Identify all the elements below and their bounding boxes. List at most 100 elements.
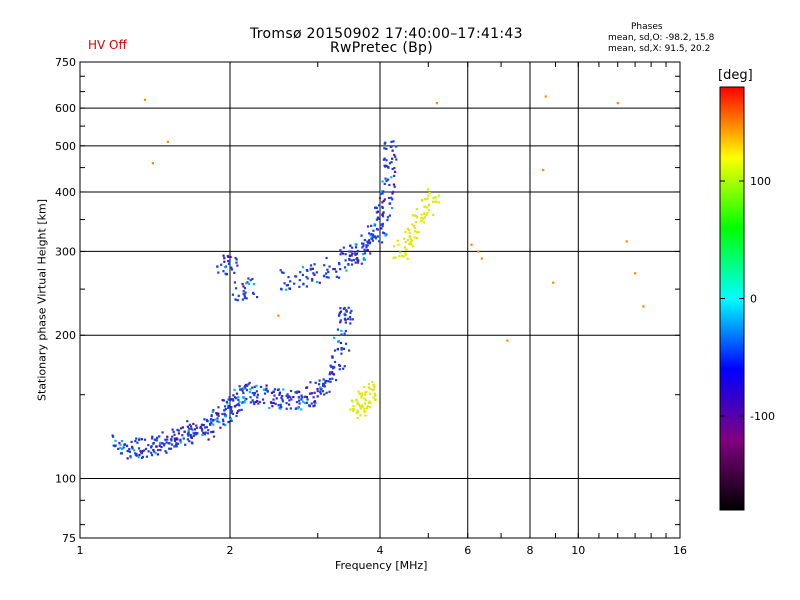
data-point xyxy=(171,435,174,438)
data-point xyxy=(222,254,225,257)
data-point xyxy=(259,385,263,389)
data-point xyxy=(274,402,277,406)
data-point xyxy=(285,284,288,287)
data-point xyxy=(355,399,358,403)
data-point xyxy=(369,234,372,237)
data-point xyxy=(361,252,365,256)
data-point xyxy=(380,190,383,193)
data-point xyxy=(642,305,645,308)
data-point xyxy=(363,393,367,396)
data-point xyxy=(325,379,328,383)
data-point xyxy=(381,180,384,183)
data-point xyxy=(341,252,345,255)
hv-status-label: HV Off xyxy=(88,38,127,52)
data-point xyxy=(234,298,237,301)
data-point xyxy=(196,432,199,435)
data-point xyxy=(232,399,235,402)
data-point xyxy=(359,407,362,410)
data-point xyxy=(310,402,313,405)
data-point xyxy=(381,231,385,234)
data-point xyxy=(236,411,239,415)
data-point xyxy=(189,435,193,438)
data-point xyxy=(257,402,260,405)
data-point xyxy=(365,246,368,249)
y-tick-label: 400 xyxy=(55,186,76,199)
data-point xyxy=(241,401,244,404)
data-point xyxy=(157,448,160,452)
data-point xyxy=(225,273,228,276)
data-point xyxy=(396,239,399,242)
data-point xyxy=(262,401,266,405)
data-point xyxy=(305,401,309,404)
data-point xyxy=(325,256,328,260)
data-point xyxy=(406,257,409,260)
data-point xyxy=(256,396,259,399)
data-point xyxy=(139,449,142,453)
data-point xyxy=(373,392,377,395)
data-point xyxy=(362,242,365,245)
data-point xyxy=(248,390,251,394)
data-point xyxy=(224,424,227,427)
data-point xyxy=(322,275,326,278)
data-point xyxy=(415,216,419,219)
data-point xyxy=(326,268,329,271)
data-point xyxy=(256,399,259,403)
data-point xyxy=(240,408,243,411)
data-point xyxy=(262,388,266,391)
data-point xyxy=(373,235,376,238)
data-point xyxy=(150,445,153,448)
data-point xyxy=(360,392,363,395)
data-point xyxy=(368,239,371,242)
data-point xyxy=(351,318,354,321)
data-point xyxy=(339,341,343,345)
data-point xyxy=(414,214,418,218)
data-point xyxy=(428,191,431,195)
data-point xyxy=(288,287,292,290)
data-point xyxy=(360,262,363,265)
data-point xyxy=(372,229,375,232)
data-point xyxy=(169,447,173,450)
data-point xyxy=(139,451,143,454)
data-point xyxy=(411,214,414,217)
data-point xyxy=(229,255,232,259)
data-point xyxy=(265,387,268,390)
data-point xyxy=(406,227,409,231)
data-point xyxy=(119,452,123,455)
data-point xyxy=(349,311,352,314)
data-point xyxy=(372,233,375,236)
data-point xyxy=(258,400,261,404)
data-point xyxy=(242,292,245,296)
x-tick-label: 4 xyxy=(377,544,384,557)
data-point xyxy=(269,401,273,404)
data-point xyxy=(349,408,352,411)
data-point xyxy=(368,242,371,245)
data-point xyxy=(387,196,391,200)
data-point xyxy=(363,407,366,411)
data-point xyxy=(427,208,431,212)
data-point xyxy=(384,177,387,180)
data-point xyxy=(253,392,257,395)
data-point xyxy=(305,285,308,288)
data-point xyxy=(263,392,267,395)
data-point xyxy=(141,449,144,453)
data-point xyxy=(118,442,121,445)
data-point xyxy=(122,446,125,449)
data-point xyxy=(168,447,171,450)
data-point xyxy=(181,426,184,429)
data-point xyxy=(280,271,284,274)
data-point xyxy=(403,237,406,240)
data-point xyxy=(166,438,169,441)
data-point xyxy=(372,236,375,239)
data-point xyxy=(342,347,345,350)
data-point xyxy=(349,318,352,321)
data-point xyxy=(268,406,271,410)
data-point xyxy=(278,393,281,396)
data-point xyxy=(390,196,393,199)
data-point xyxy=(374,398,377,401)
data-point xyxy=(344,342,348,345)
data-point xyxy=(245,384,249,387)
data-point xyxy=(352,405,355,408)
data-point xyxy=(382,211,385,214)
data-point xyxy=(342,307,345,311)
data-point xyxy=(313,263,316,266)
